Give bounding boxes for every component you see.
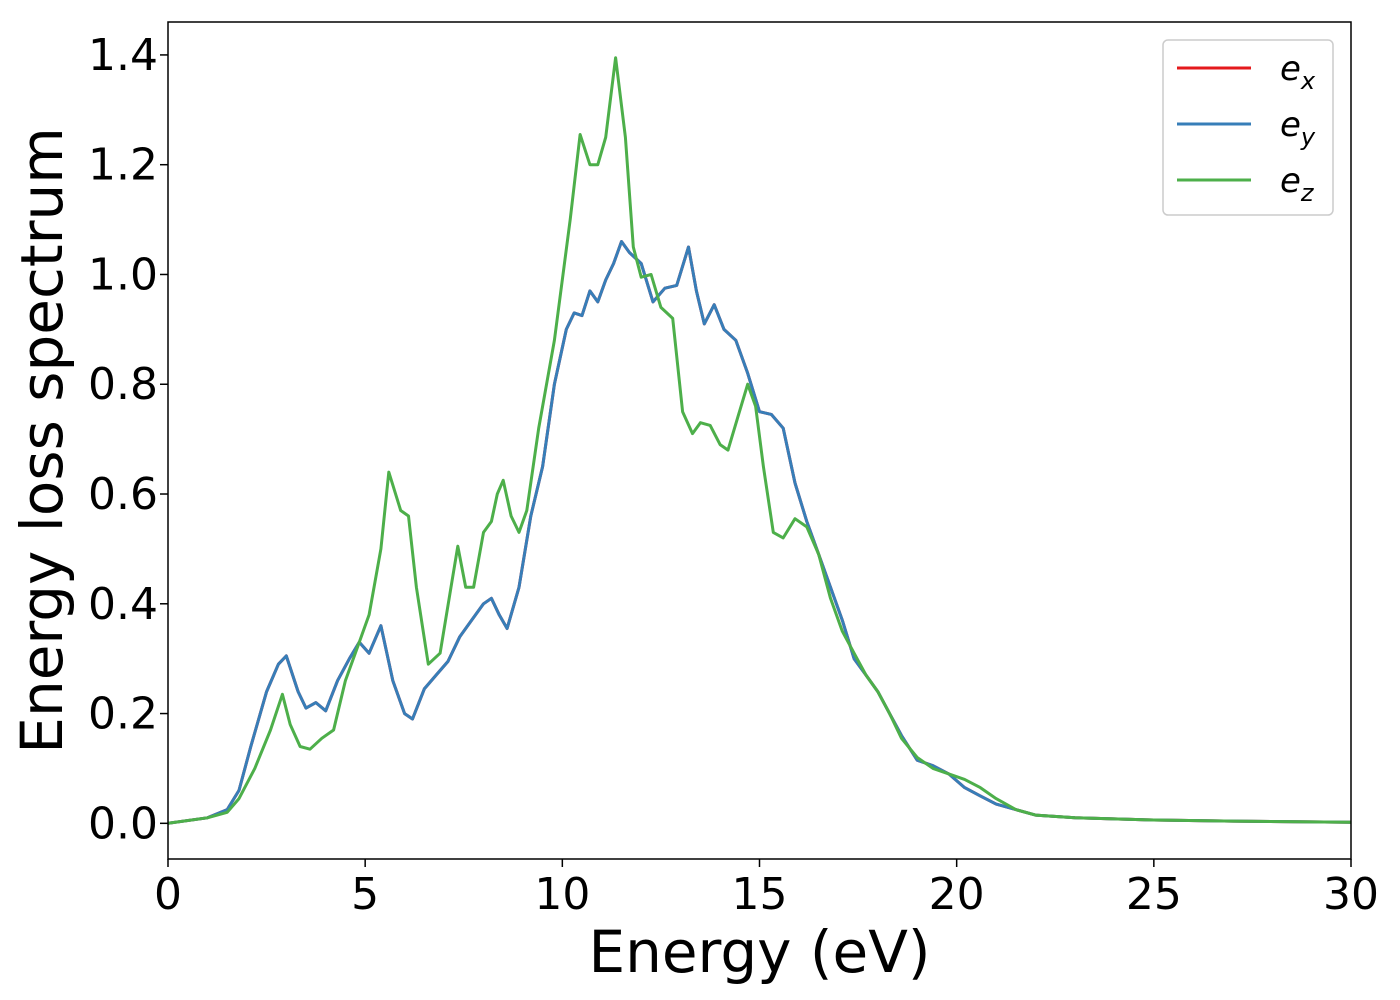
legend-label-e-x: ex [1280,49,1316,95]
y-tick-label: 0.8 [88,359,158,410]
y-axis: 0.0 0.2 0.4 0.6 0.8 1.0 1.2 1.4 [88,30,168,849]
legend-box [1162,39,1334,216]
series-line-e-x [168,240,1351,825]
x-tick-label: 30 [1323,869,1379,920]
y-tick-label: 1.4 [88,30,158,81]
x-tick-label: 15 [732,869,788,920]
x-tick-label: 0 [154,869,182,920]
x-tick-label: 5 [351,869,379,920]
x-axis-title: Energy (eV) [588,918,930,986]
y-tick-label: 0.6 [88,469,158,520]
x-axis: 0 5 10 15 20 25 30 [154,859,1379,920]
series-line-e-z [168,56,1351,825]
x-tick-label: 25 [1126,869,1182,920]
y-tick-label: 0.2 [88,689,158,740]
legend: ex ey ez [1162,39,1334,216]
series-line-e-y [168,240,1351,825]
x-tick-label: 10 [534,869,590,920]
series-lines [168,56,1351,825]
legend-label-e-y: ey [1280,105,1316,151]
legend-label-e-z: ez [1280,161,1315,207]
y-axis-title: Energy loss spectrum [8,127,76,753]
y-tick-label: 0.4 [88,579,158,630]
x-tick-label: 20 [929,869,985,920]
y-tick-label: 0.0 [88,798,158,849]
y-tick-label: 1.0 [88,249,158,300]
y-tick-label: 1.2 [88,140,158,191]
